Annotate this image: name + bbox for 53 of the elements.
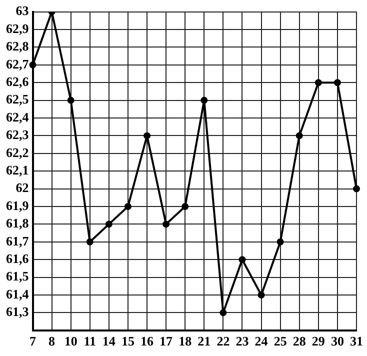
y-tick-label: 62,3 — [6, 127, 30, 142]
y-tick-label: 62,5 — [6, 92, 30, 107]
y-tick-label: 62,2 — [6, 144, 29, 160]
point — [86, 238, 94, 246]
x-tick-label: 18 — [178, 334, 192, 349]
y-tick-label: 61,8 — [6, 216, 30, 231]
x-tick-label: 11 — [84, 334, 96, 349]
y-tick-label: 61,3 — [6, 304, 30, 320]
x-tick-label: 29 — [312, 334, 326, 349]
x-tick-label: 21 — [198, 334, 211, 349]
y-tick-label: 62 — [16, 180, 29, 196]
point — [353, 185, 360, 192]
y-tick-label: 62,1 — [6, 162, 29, 178]
y-tick-label: 62,4 — [6, 109, 30, 124]
point — [220, 309, 227, 316]
point — [105, 220, 112, 228]
y-tick-label: 61,6 — [6, 250, 30, 266]
x-tick-label: 24 — [254, 334, 268, 349]
y-tick-label: 62,6 — [6, 74, 30, 89]
point — [162, 220, 170, 228]
point — [124, 203, 132, 210]
point — [314, 79, 322, 86]
x-tick-label: 31 — [350, 334, 363, 349]
point — [238, 256, 246, 264]
x-tick-label: 23 — [236, 334, 250, 349]
point — [296, 132, 303, 140]
x-tick-label: 22 — [216, 334, 230, 349]
x-tick-label: 28 — [292, 334, 306, 349]
y-tick-label: 62,9 — [6, 20, 30, 36]
y-tick-label: 63 — [16, 3, 30, 18]
x-tick-label: 10 — [64, 334, 78, 349]
y-tick-label: 61,4 — [6, 286, 30, 302]
point — [200, 96, 208, 104]
x-tick-label: 8 — [48, 334, 56, 349]
point — [67, 96, 74, 104]
point — [182, 203, 189, 210]
point — [334, 79, 341, 86]
x-tick-label: 25 — [274, 334, 288, 349]
x-tick-label: 17 — [160, 334, 174, 349]
y-tick-label: 62,7 — [6, 56, 30, 72]
x-tick-label: 16 — [140, 334, 154, 349]
x-tick-label: 14 — [102, 334, 116, 349]
x-tick-label: 30 — [330, 334, 344, 349]
point — [144, 132, 151, 140]
y-tick-label: 61,7 — [6, 233, 30, 248]
point — [258, 292, 265, 298]
point — [29, 61, 36, 68]
y-tick-label: 61,9 — [6, 198, 30, 213]
point — [276, 238, 284, 246]
x-tick-label: 7 — [30, 334, 36, 349]
x-tick-label: 15 — [121, 334, 135, 349]
y-tick-label: 61,5 — [6, 268, 30, 284]
y-tick-label: 62,8 — [6, 38, 30, 54]
